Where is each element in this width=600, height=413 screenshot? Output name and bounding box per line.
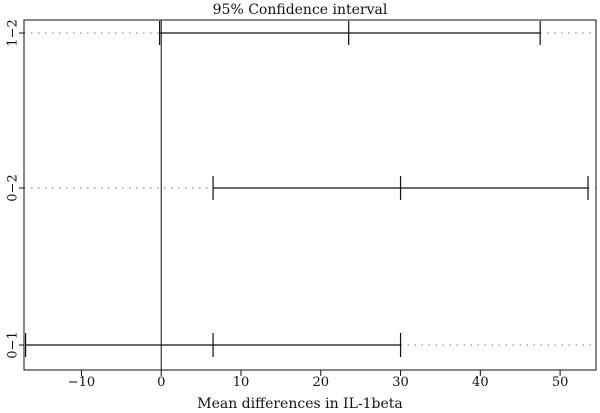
x-tick-label-0: −10 xyxy=(68,375,95,390)
x-axis: −10 0 10 20 30 40 50 xyxy=(68,370,569,390)
comparison-3-y-label: 1−2 xyxy=(6,19,21,46)
x-tick-label-1: 0 xyxy=(157,375,165,390)
x-tick-label-3: 20 xyxy=(312,375,329,390)
confidence-intervals xyxy=(24,21,589,357)
comparison-1-y-label: 0−1 xyxy=(6,331,21,358)
x-tick-label-2: 10 xyxy=(233,375,250,390)
y-axis: 0−1 0−2 1−2 xyxy=(6,19,24,359)
x-tick-label-6: 50 xyxy=(552,375,569,390)
chart-title: 95% Confidence interval xyxy=(213,2,388,18)
dotted-guide-lines xyxy=(24,32,596,346)
comparison-2-y-label: 0−2 xyxy=(6,174,21,201)
x-axis-label: Mean differences in IL-1beta xyxy=(197,396,403,412)
plot-frame xyxy=(23,19,597,371)
x-tick-label-4: 30 xyxy=(392,375,409,390)
x-tick-label-5: 40 xyxy=(472,375,489,390)
